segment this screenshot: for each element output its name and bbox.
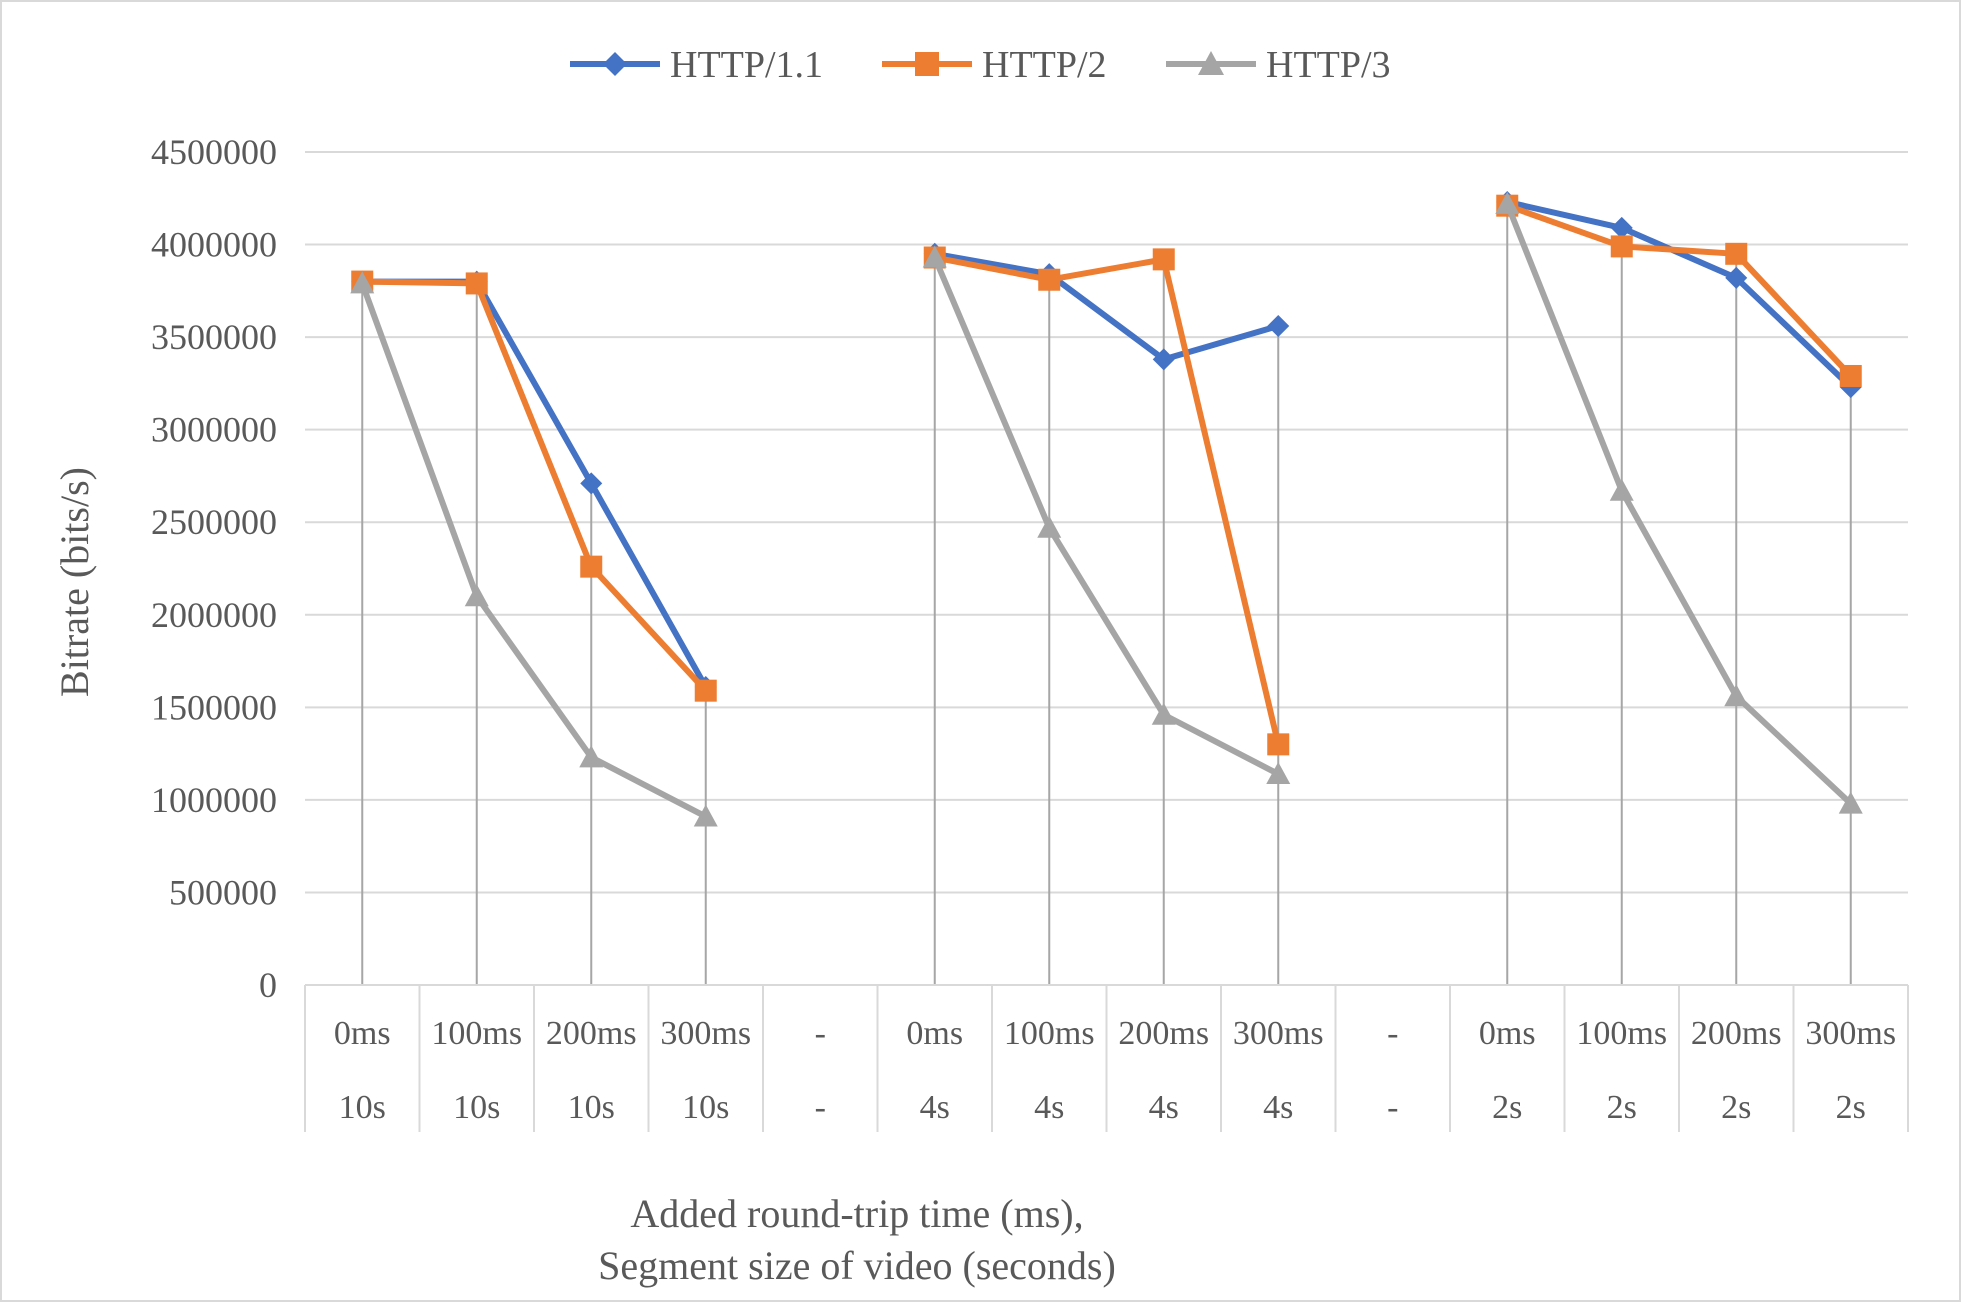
y-tick-label: 4000000	[151, 225, 277, 265]
series-line	[931, 254, 1282, 748]
legend-label: HTTP/2	[982, 44, 1107, 86]
data-point-square	[1152, 248, 1175, 271]
x-tick-label-segment: 2s	[1607, 1089, 1637, 1126]
y-tick-label: 500000	[169, 872, 277, 912]
x-tick-label-segment: -	[1387, 1089, 1398, 1126]
series-line	[1504, 200, 1854, 807]
series-line	[931, 250, 1282, 363]
x-axis-title-line-2: Segment size of video (seconds)	[598, 1243, 1116, 1288]
data-point-triangle	[1609, 478, 1634, 501]
data-point-triangle	[1495, 191, 1520, 214]
y-tick-label: 1500000	[151, 687, 277, 727]
data-point-square	[915, 52, 939, 76]
data-point-triangle	[1724, 684, 1749, 707]
y-tick-label: 3500000	[151, 317, 277, 357]
x-tick-label-rtt: 300ms	[660, 1015, 751, 1052]
legend-label: HTTP/3	[1266, 44, 1391, 86]
x-tick-label-rtt: 200ms	[1118, 1015, 1209, 1052]
x-tick-label-segment: 2s	[1492, 1089, 1522, 1126]
x-tick-label-rtt: 0ms	[334, 1015, 391, 1052]
x-tick-label-segment: 2s	[1836, 1089, 1866, 1126]
data-point-square	[1610, 235, 1633, 258]
y-tick-label: 2000000	[151, 595, 277, 635]
legend-item: HTTP/2	[882, 44, 1107, 86]
x-tick-label-rtt: 300ms	[1805, 1015, 1896, 1052]
series-line	[931, 254, 1282, 777]
data-point-square	[465, 272, 488, 295]
x-tick-label-segment: 10s	[339, 1089, 386, 1126]
data-point-square	[1038, 268, 1061, 291]
axes: 0 500000 1000000 1500000 2000000 2500000 30000…	[151, 132, 1909, 1132]
data-point-diamond	[1725, 266, 1748, 289]
x-axis-title-line-1: Added round-trip time (ms),	[630, 1191, 1083, 1236]
series-line	[359, 278, 709, 694]
series-line	[359, 280, 709, 820]
data-point-triangle	[693, 804, 718, 827]
x-tick-label-segment: 10s	[568, 1089, 615, 1126]
x-tick-label-rtt: 200ms	[546, 1015, 637, 1052]
y-tick-label: 2500000	[151, 502, 277, 542]
legend-item: HTTP/3	[1166, 44, 1391, 86]
data-point-triangle	[350, 271, 375, 294]
series-http-2	[351, 194, 1862, 756]
series-group	[350, 190, 1863, 827]
x-tick-label-rtt: 100ms	[1576, 1015, 1667, 1052]
data-point-square	[1267, 733, 1290, 756]
x-tick-label-segment: 10s	[682, 1089, 729, 1126]
x-tick-label-segment: 4s	[1263, 1089, 1293, 1126]
x-tick-label-rtt: 0ms	[906, 1015, 963, 1052]
x-tick-label-rtt: 0ms	[1479, 1015, 1536, 1052]
data-point-triangle	[464, 584, 489, 607]
x-tick-label-segment: 2s	[1721, 1089, 1751, 1126]
series-http-3	[350, 191, 1863, 827]
x-tick-label-rtt: 200ms	[1691, 1015, 1782, 1052]
data-point-diamond	[580, 472, 603, 495]
x-tick-label-segment: -	[815, 1089, 826, 1126]
x-tick-label-rtt: 100ms	[1004, 1015, 1095, 1052]
y-tick-label: 0	[259, 965, 277, 1005]
data-point-square	[580, 555, 603, 578]
data-point-square	[1725, 242, 1748, 265]
x-tick-label-segment: 4s	[1149, 1089, 1179, 1126]
x-tick-label-rtt: 100ms	[431, 1015, 522, 1052]
data-point-triangle	[922, 245, 947, 268]
series-line	[1504, 202, 1854, 379]
data-point-diamond	[603, 52, 627, 76]
data-point-triangle	[1037, 515, 1062, 538]
data-point-diamond	[1610, 216, 1633, 239]
data-point-triangle	[1838, 791, 1863, 814]
legend: HTTP/1.1 HTTP/2 HTTP/3	[570, 44, 1391, 86]
y-tick-label: 4500000	[151, 132, 277, 172]
x-tick-label-rtt: 300ms	[1233, 1015, 1324, 1052]
legend-label: HTTP/1.1	[670, 44, 823, 86]
legend-item: HTTP/1.1	[570, 44, 823, 86]
data-point-triangle	[1151, 702, 1176, 725]
y-axis-title: Bitrate (bits/s)	[52, 467, 97, 697]
x-tick-label-segment: 10s	[453, 1089, 500, 1126]
x-tick-label-rtt: -	[1387, 1015, 1398, 1052]
data-point-square	[1839, 364, 1862, 387]
x-tick-label-rtt: -	[815, 1015, 826, 1052]
x-tick-label-segment: 4s	[1034, 1089, 1064, 1126]
y-tick-label: 3000000	[151, 410, 277, 450]
x-tick-label-segment: 4s	[920, 1089, 950, 1126]
data-point-triangle	[579, 745, 604, 768]
data-point-square	[694, 679, 717, 702]
data-point-triangle	[1198, 51, 1224, 75]
y-tick-label: 1000000	[151, 780, 277, 820]
data-point-triangle	[1266, 761, 1291, 784]
data-point-diamond	[1267, 315, 1290, 338]
data-point-diamond	[1152, 348, 1175, 371]
